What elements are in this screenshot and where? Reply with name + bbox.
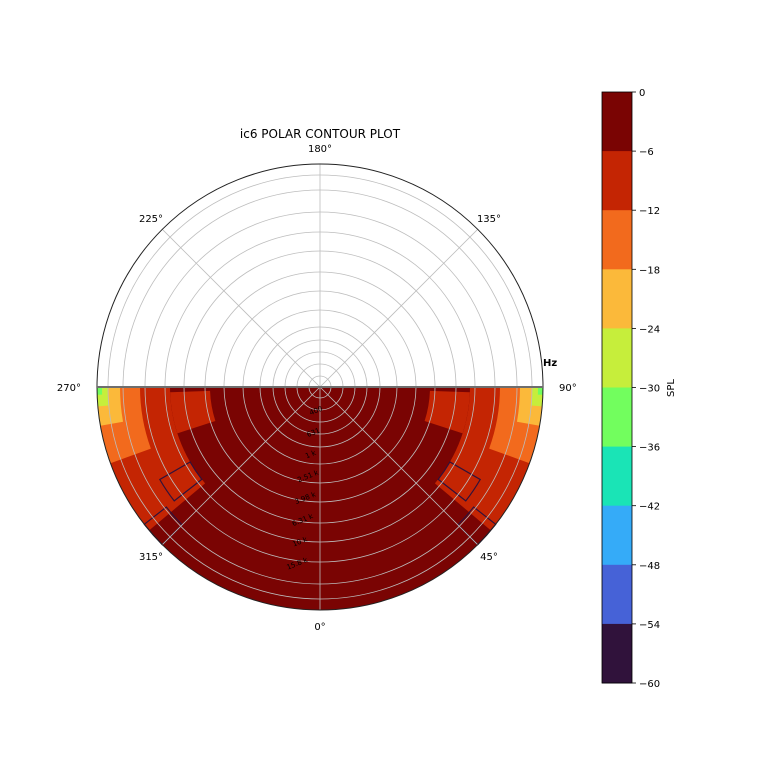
colorbar-tick-label: 0 (639, 88, 645, 99)
colorbar-segment (602, 505, 632, 566)
grid-spoke-5 (162, 229, 321, 388)
radial-unit-label: Hz (543, 358, 557, 369)
colorbar-tick-label: −24 (639, 324, 660, 335)
colorbar-tick-label: −48 (639, 561, 660, 572)
angle-tick-label: 315° (139, 552, 163, 563)
angle-tick-label: 135° (477, 214, 501, 225)
colorbar-segment (602, 328, 632, 388)
contour-lobe-right (424, 390, 470, 434)
colorbar-segment (602, 269, 632, 329)
colorbar-segment (602, 92, 632, 152)
colorbar-tick-label: −12 (639, 206, 660, 217)
angle-tick-label: 180° (308, 144, 332, 155)
chart-title: ic6 POLAR CONTOUR PLOT (240, 127, 401, 141)
angle-tick-label: 90° (559, 383, 577, 394)
contour-edge-3 (437, 461, 482, 502)
angle-tick-label: 270° (57, 383, 81, 394)
contour-edge-2 (158, 461, 203, 502)
contour-band-left-4 (97, 387, 103, 395)
contour-band-right-4 (537, 387, 543, 395)
colorbar-tick-label: −54 (639, 620, 660, 631)
colorbar-label: SPL (666, 379, 677, 397)
angle-tick-labels: 0° 45° 90° 135° 180° 225° 270° 315° (57, 144, 577, 633)
grid-spoke-7 (162, 386, 321, 545)
colorbar-tick-label: −42 (639, 502, 660, 513)
colorbar-tick-label: −60 (639, 679, 660, 690)
grid-spoke-3 (319, 229, 478, 388)
contour-lobe-left (170, 390, 216, 434)
colorbar-segment (602, 564, 632, 625)
colorbar-tick-label: −6 (639, 147, 654, 158)
colorbar-tick-label: −36 (639, 443, 660, 454)
colorbar-segment (602, 387, 632, 448)
radial-tick-label: 1 k (304, 449, 318, 461)
colorbar-segment (602, 623, 632, 684)
colorbar-segment (602, 446, 632, 507)
polar-grid (96, 163, 544, 611)
angle-tick-label: 0° (314, 622, 325, 633)
colorbar-segment (602, 210, 632, 270)
colorbar: 0 −6 −12 −18 −24 −30 −36 −42 −48 −54 −60 (601, 88, 660, 690)
colorbar-tick-label: −30 (639, 384, 660, 395)
grid-spoke-1 (319, 386, 478, 545)
angle-tick-label: 45° (480, 552, 498, 563)
colorbar-tick-label: −18 (639, 265, 660, 276)
angle-tick-label: 225° (139, 214, 163, 225)
colorbar-segment (602, 151, 632, 211)
